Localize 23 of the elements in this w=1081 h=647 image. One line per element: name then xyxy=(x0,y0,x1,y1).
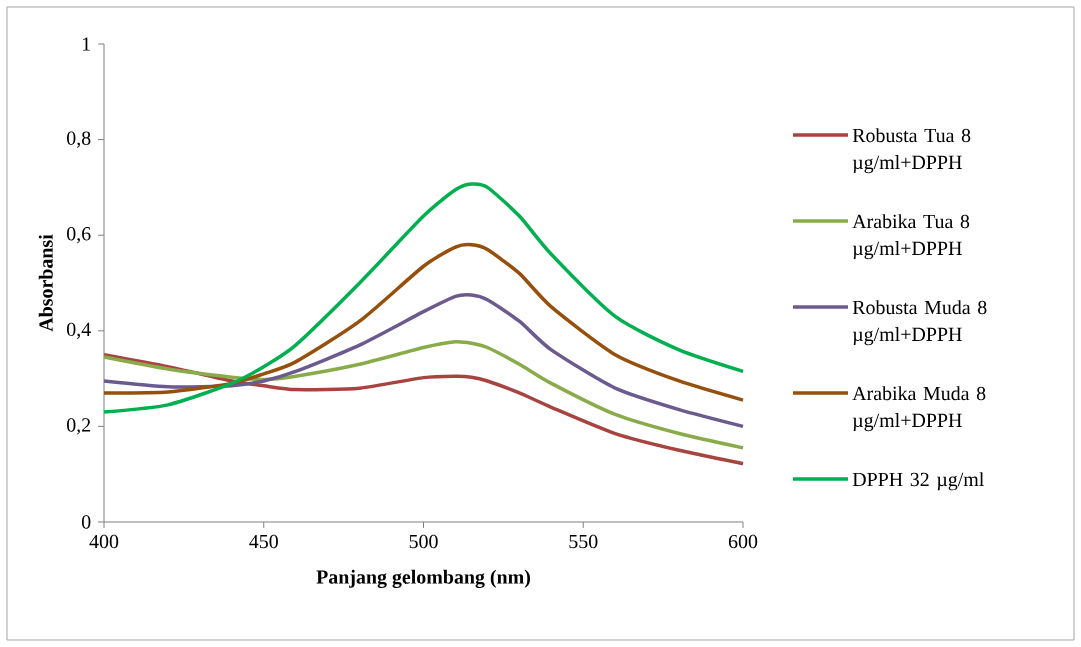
y-axis-title: Absorbansi xyxy=(38,234,53,332)
y-tick-label: 0 xyxy=(81,515,91,529)
x-axis-title: Panjang gelombang (nm) xyxy=(316,569,530,588)
line-series xyxy=(102,242,745,402)
line-series xyxy=(102,293,745,429)
x-tick-label: 550 xyxy=(569,534,598,549)
legend-label: Robusta Muda 8 µg/ml+DPPH xyxy=(852,300,987,346)
legend-label: DPPH 32 µg/ml xyxy=(852,472,984,491)
x-tick-label: 500 xyxy=(409,534,438,549)
line-series xyxy=(102,339,745,450)
legend-label: Robusta Tua 8 µg/ml+DPPH xyxy=(852,128,971,174)
x-tick-label: 600 xyxy=(728,534,758,549)
line-series xyxy=(102,182,745,414)
legend-label: Arabika Muda 8 µg/ml+DPPH xyxy=(852,386,986,432)
legend-label: Arabika Tua 8 µg/ml+DPPH xyxy=(852,214,970,260)
y-tick-label: 0,6 xyxy=(67,227,91,244)
y-tick-label: 0,8 xyxy=(67,131,91,148)
y-tick-label: 0,4 xyxy=(67,322,91,339)
y-tick-label: 1 xyxy=(82,37,90,51)
x-tick-label: 450 xyxy=(249,534,278,549)
y-tick-label: 0,2 xyxy=(67,418,91,435)
line-series xyxy=(102,352,745,466)
x-tick-label: 400 xyxy=(89,534,119,549)
